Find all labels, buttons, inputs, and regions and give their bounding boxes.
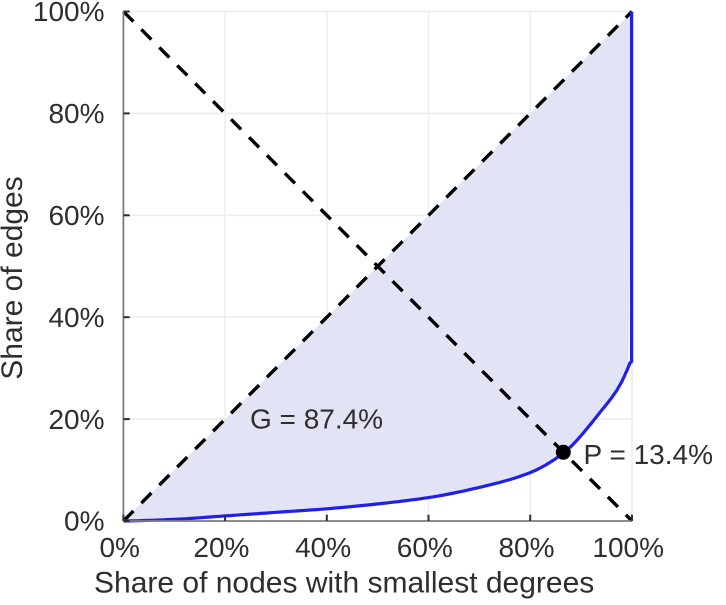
svg-text:40%: 40% bbox=[48, 302, 104, 333]
svg-text:60%: 60% bbox=[48, 200, 104, 231]
svg-text:0%: 0% bbox=[64, 506, 104, 537]
svg-text:80%: 80% bbox=[48, 98, 104, 129]
svg-text:80%: 80% bbox=[498, 532, 554, 563]
svg-text:100%: 100% bbox=[592, 532, 664, 563]
svg-text:0%: 0% bbox=[99, 532, 139, 563]
svg-text:20%: 20% bbox=[193, 532, 249, 563]
svg-text:60%: 60% bbox=[397, 532, 453, 563]
svg-text:40%: 40% bbox=[295, 532, 351, 563]
svg-text:P = 13.4%: P = 13.4% bbox=[584, 439, 713, 470]
svg-text:20%: 20% bbox=[48, 404, 104, 435]
svg-text:100%: 100% bbox=[33, 0, 105, 27]
svg-text:Share of nodes with smallest d: Share of nodes with smallest degrees bbox=[94, 566, 594, 599]
svg-text:Share of edges: Share of edges bbox=[0, 176, 29, 379]
svg-text:G = 87.4%: G = 87.4% bbox=[250, 403, 383, 434]
